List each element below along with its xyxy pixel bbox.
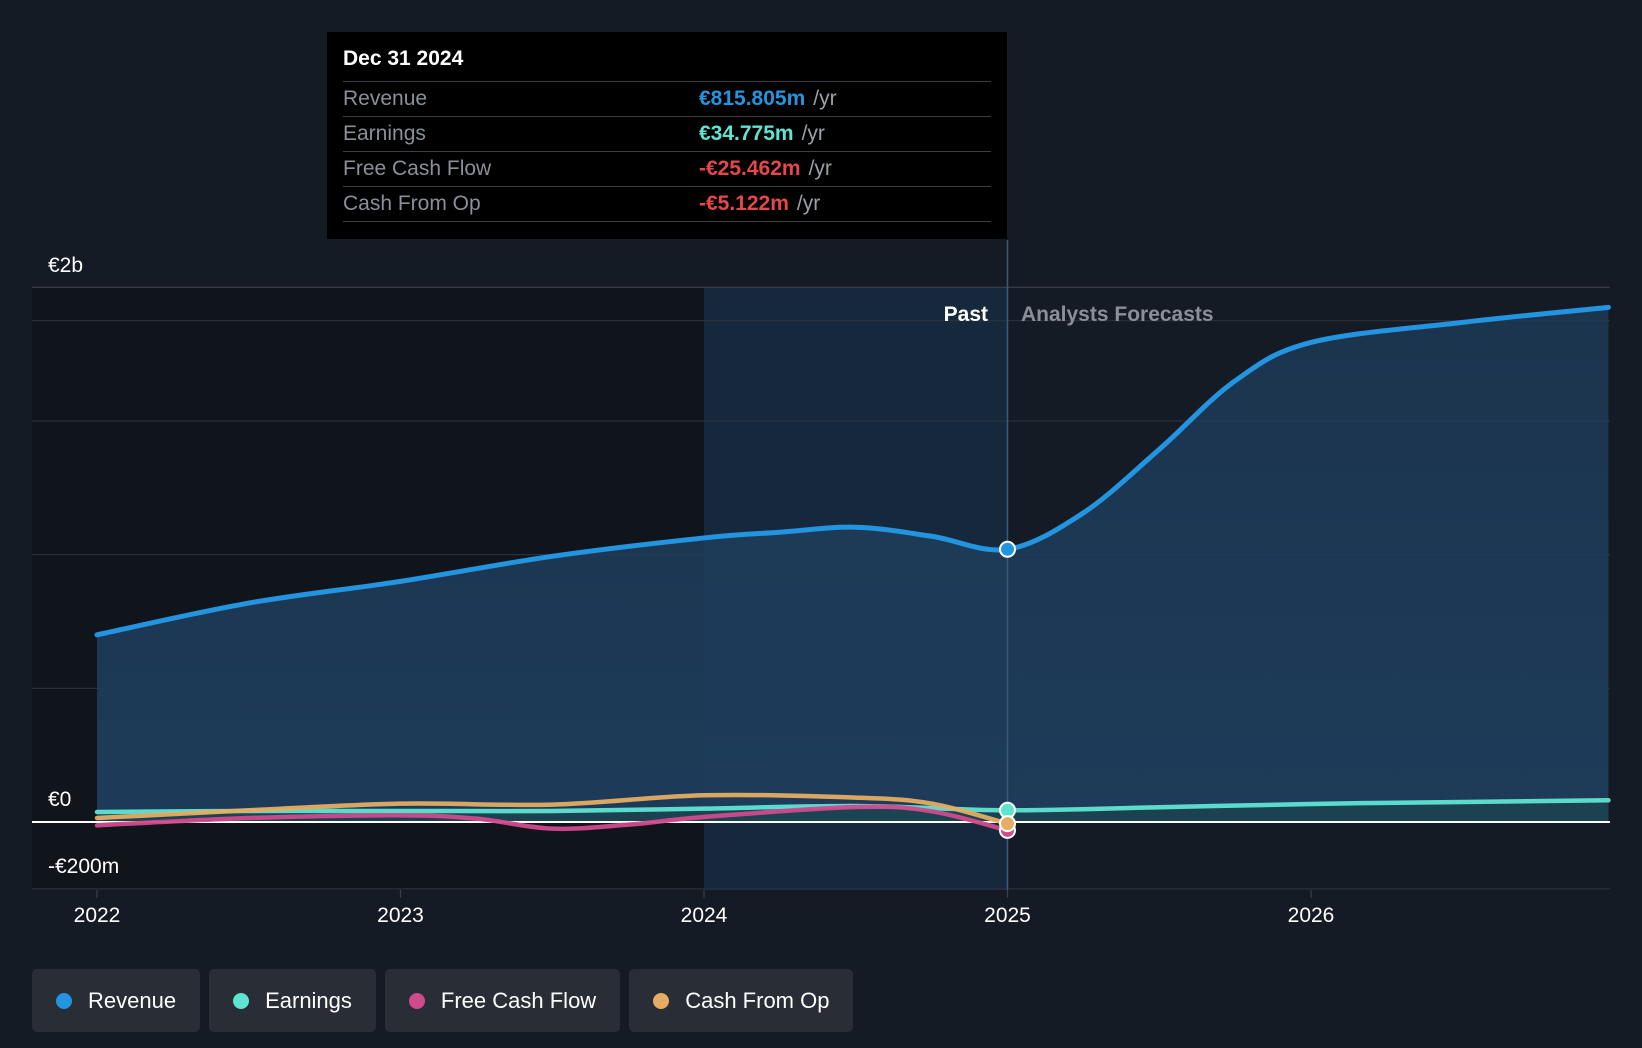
tooltip-unit: /yr (801, 122, 825, 145)
tooltip-unit: /yr (813, 87, 837, 110)
chart: €2b €0 -€200m 2022 2023 2024 2025 2026 Past An… (32, 240, 1611, 927)
cash-from-op-dot-icon (653, 992, 670, 1009)
cash-from-op-marker[interactable] (999, 815, 1016, 833)
free-cash-flow-line (94, 804, 1010, 833)
free-cash-flow-dot-icon (408, 992, 425, 1009)
legend: Revenue Earnings Free Cash Flow Cash Fro… (32, 969, 854, 1032)
y-tick-label: €2b (48, 254, 83, 277)
legend-item-earnings[interactable]: Earnings (209, 969, 376, 1032)
tooltip-value: -€5.122m (699, 192, 789, 215)
tooltip-row-revenue: Revenue €815.805m /yr (343, 81, 991, 116)
tooltip-row-earnings: Earnings €34.775m /yr (343, 116, 991, 151)
tooltip-value: €34.775m (699, 122, 794, 145)
revenue-line (94, 304, 1611, 638)
legend-label: Revenue (88, 987, 177, 1013)
past-label: Past (944, 303, 988, 326)
x-tick-label: 2026 (1288, 904, 1335, 927)
legend-item-cash-from-op[interactable]: Cash From Op (629, 969, 854, 1032)
legend-label: Earnings (265, 987, 352, 1013)
legend-label: Cash From Op (685, 987, 830, 1013)
forecast-label: Analysts Forecasts (1021, 303, 1214, 326)
legend-label: Free Cash Flow (440, 987, 597, 1013)
x-tick-label: 2025 (984, 904, 1031, 927)
tooltip-unit: /yr (808, 157, 832, 180)
tooltip-date: Dec 31 2024 (343, 47, 464, 70)
x-tick-label: 2024 (681, 904, 728, 927)
tooltip: Dec 31 2024 Revenue €815.805m /yr Earnin… (327, 32, 1007, 239)
tooltip-value: €815.805m (699, 87, 806, 110)
y-tick-label: €0 (48, 788, 71, 811)
tooltip-label: Free Cash Flow (343, 157, 492, 180)
cash-from-op-line (94, 792, 1010, 826)
x-tick-label: 2023 (377, 904, 424, 927)
revenue-marker[interactable] (999, 540, 1016, 558)
tooltip-label: Earnings (343, 122, 426, 145)
legend-item-revenue[interactable]: Revenue (32, 969, 201, 1032)
y-tick-label: -€200m (48, 855, 119, 878)
tooltip-value: -€25.462m (699, 157, 801, 180)
tooltip-unit: /yr (796, 192, 821, 215)
revenue-dot-icon (56, 992, 72, 1009)
earnings-dot-icon (233, 992, 250, 1009)
tooltip-row-cash-from-op: Cash From Op -€5.122m /yr (343, 186, 991, 222)
x-tick-label: 2022 (74, 904, 121, 927)
revenue-area (97, 307, 1609, 822)
tooltip-label: Revenue (343, 87, 428, 110)
tooltip-label: Cash From Op (343, 192, 481, 215)
tooltip-row-free-cash-flow: Free Cash Flow -€25.462m /yr (343, 151, 991, 186)
legend-item-free-cash-flow[interactable]: Free Cash Flow (384, 969, 621, 1032)
